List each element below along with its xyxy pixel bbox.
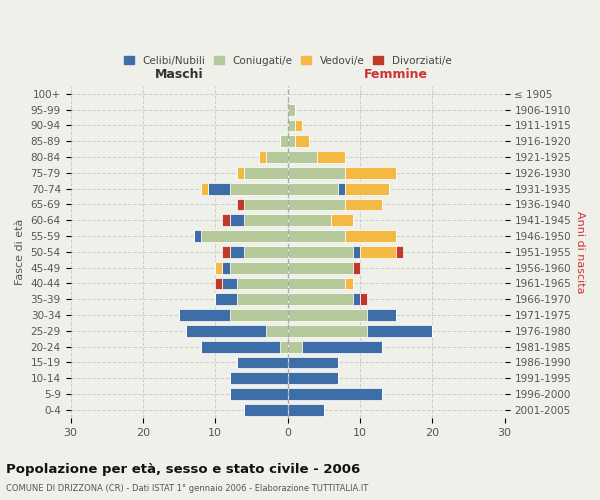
Y-axis label: Anni di nascita: Anni di nascita — [575, 210, 585, 293]
Text: Femmine: Femmine — [364, 68, 428, 82]
Bar — [230, 246, 244, 258]
Bar — [346, 183, 389, 194]
Bar — [360, 294, 367, 305]
Bar — [287, 262, 353, 274]
Bar — [295, 120, 302, 132]
Text: Maschi: Maschi — [155, 68, 203, 82]
Bar — [244, 246, 287, 258]
Bar — [179, 309, 230, 321]
Bar — [215, 262, 223, 274]
Bar — [223, 214, 230, 226]
Bar — [287, 294, 353, 305]
Bar — [353, 246, 360, 258]
Bar — [317, 151, 346, 163]
Bar — [230, 309, 287, 321]
Y-axis label: Fasce di età: Fasce di età — [15, 218, 25, 285]
Text: Popolazione per età, sesso e stato civile - 2006: Popolazione per età, sesso e stato civil… — [6, 462, 360, 475]
Bar — [230, 183, 287, 194]
Bar — [287, 278, 346, 289]
Bar — [331, 214, 353, 226]
Bar — [244, 214, 287, 226]
Bar — [287, 198, 346, 210]
Bar — [244, 404, 287, 416]
Bar — [346, 278, 353, 289]
Bar — [287, 388, 382, 400]
Bar — [346, 198, 382, 210]
Bar — [237, 356, 287, 368]
Bar — [346, 230, 396, 242]
Bar — [287, 356, 338, 368]
Text: COMUNE DI DRIZZONA (CR) - Dati ISTAT 1° gennaio 2006 - Elaborazione TUTTITALIA.I: COMUNE DI DRIZZONA (CR) - Dati ISTAT 1° … — [6, 484, 368, 493]
Bar — [367, 325, 432, 337]
Bar — [287, 230, 346, 242]
Bar — [287, 167, 346, 179]
Bar — [287, 136, 295, 147]
Bar — [215, 294, 237, 305]
Bar — [237, 278, 287, 289]
Bar — [223, 278, 237, 289]
Bar — [287, 214, 331, 226]
Bar — [230, 372, 287, 384]
Bar — [287, 325, 367, 337]
Bar — [266, 151, 287, 163]
Bar — [302, 341, 382, 352]
Bar — [287, 104, 295, 116]
Bar — [215, 278, 223, 289]
Bar — [201, 230, 287, 242]
Bar — [230, 388, 287, 400]
Bar — [223, 246, 230, 258]
Bar — [201, 183, 208, 194]
Bar — [186, 325, 266, 337]
Bar — [287, 372, 338, 384]
Bar — [244, 198, 287, 210]
Bar — [194, 230, 201, 242]
Bar — [287, 341, 302, 352]
Bar — [266, 325, 287, 337]
Bar — [223, 262, 230, 274]
Bar — [230, 262, 287, 274]
Bar — [230, 214, 244, 226]
Bar — [287, 309, 367, 321]
Bar — [280, 341, 287, 352]
Bar — [280, 136, 287, 147]
Bar — [287, 151, 317, 163]
Bar — [353, 294, 360, 305]
Bar — [367, 309, 396, 321]
Legend: Celibi/Nubili, Coniugati/e, Vedovi/e, Divorziati/e: Celibi/Nubili, Coniugati/e, Vedovi/e, Di… — [120, 52, 455, 70]
Bar — [287, 183, 338, 194]
Bar — [295, 136, 309, 147]
Bar — [287, 246, 353, 258]
Bar — [208, 183, 230, 194]
Bar — [287, 404, 324, 416]
Bar — [360, 246, 396, 258]
Bar — [396, 246, 403, 258]
Bar — [353, 262, 360, 274]
Bar — [237, 294, 287, 305]
Bar — [338, 183, 346, 194]
Bar — [244, 167, 287, 179]
Bar — [259, 151, 266, 163]
Bar — [237, 167, 244, 179]
Bar — [287, 120, 295, 132]
Bar — [237, 198, 244, 210]
Bar — [201, 341, 280, 352]
Bar — [346, 167, 396, 179]
